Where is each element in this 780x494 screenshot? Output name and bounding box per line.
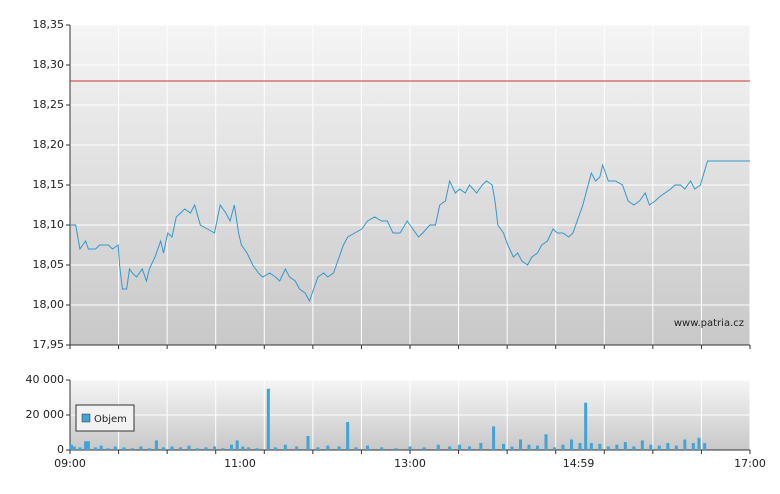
- price-line: [70, 160, 750, 303]
- volume-bar: [316, 447, 320, 450]
- volume-bar: [657, 445, 661, 450]
- x-tick-label: 13:00: [394, 457, 426, 470]
- volume-bar: [640, 440, 644, 450]
- y-tick-label: 18,00: [33, 298, 65, 311]
- volume-bar: [632, 446, 636, 450]
- volume-bar: [162, 447, 165, 450]
- volume-bar: [221, 448, 225, 450]
- volume-bar: [408, 446, 412, 450]
- volume-bar: [247, 447, 250, 450]
- volume-bar: [69, 444, 73, 450]
- volume-bar: [666, 443, 670, 450]
- x-tick-label: 09:00: [54, 457, 86, 470]
- volume-bar: [615, 444, 619, 450]
- volume-bar: [623, 442, 627, 450]
- x-tick-label: 14:59: [563, 457, 595, 470]
- volume-bar: [570, 439, 573, 450]
- volume-bar: [553, 447, 556, 450]
- volume-bar: [510, 446, 514, 450]
- volume-bar: [196, 448, 199, 450]
- volume-bar: [492, 426, 496, 450]
- volume-bar: [139, 446, 143, 450]
- volume-bar: [394, 448, 398, 450]
- volume-bar: [598, 443, 602, 450]
- volume-bar: [106, 448, 110, 450]
- y-tick-label: 18,05: [33, 258, 65, 271]
- volume-bar: [346, 422, 350, 450]
- volume-bar: [84, 441, 88, 450]
- volume-bar: [147, 448, 151, 450]
- volume-bar: [380, 447, 384, 450]
- volume-bar: [241, 446, 245, 450]
- volume-bar: [519, 439, 522, 450]
- legend-swatch: [81, 413, 91, 423]
- volume-bar: [295, 446, 299, 450]
- volume-bar: [479, 443, 483, 450]
- volume-bar: [544, 434, 548, 450]
- y-tick-label: 18,25: [33, 98, 65, 111]
- volume-bar: [436, 444, 440, 450]
- volume-bar: [99, 445, 103, 450]
- y-tick-label: 0: [57, 443, 64, 456]
- volume-bar: [458, 444, 462, 450]
- y-tick-label: 18,10: [33, 218, 65, 231]
- volume-bar: [170, 446, 174, 450]
- volume-bar: [306, 436, 310, 450]
- volume-bar: [204, 447, 208, 450]
- volume-bar: [122, 447, 126, 450]
- volume-bar: [78, 447, 82, 450]
- volume-bar: [154, 440, 158, 450]
- volume-bar: [86, 441, 90, 450]
- volume-bar: [72, 446, 76, 450]
- volume-bar: [502, 443, 505, 450]
- x-tick-label: 11:00: [224, 457, 256, 470]
- y-tick-label: 40 000: [26, 373, 65, 386]
- volume-bar: [589, 443, 593, 450]
- volume-bar: [584, 402, 588, 450]
- y-tick-label: 18,35: [33, 18, 65, 31]
- volume-bar: [130, 448, 134, 450]
- volume-bar: [448, 446, 452, 450]
- volume-bar: [337, 446, 341, 450]
- watermark: www.patria.cz: [674, 318, 744, 329]
- volume-bar: [683, 439, 687, 450]
- volume-bar: [578, 443, 582, 450]
- volume-bar: [649, 444, 653, 450]
- volume-bar: [213, 446, 216, 450]
- volume-bar: [187, 445, 191, 450]
- y-tick-label: 17,95: [33, 338, 65, 351]
- volume-bar: [674, 445, 678, 450]
- volume-bar: [366, 445, 369, 450]
- volume-bar: [606, 446, 610, 450]
- volume-bar: [266, 388, 270, 450]
- y-tick-label: 20 000: [26, 408, 65, 421]
- volume-bar: [255, 448, 259, 450]
- y-tick-label: 18,30: [33, 58, 65, 71]
- volume-bar: [230, 444, 233, 450]
- volume-bar: [536, 445, 539, 450]
- volume-bar: [697, 437, 701, 450]
- volume-bar: [468, 446, 471, 450]
- volume-bar: [94, 447, 97, 450]
- volume-bar: [561, 444, 565, 450]
- volume-bar: [179, 447, 182, 450]
- volume-bar: [527, 444, 531, 450]
- y-tick-label: 18,15: [33, 178, 65, 191]
- x-tick-label: 17:00: [734, 457, 766, 470]
- volume-bar: [422, 447, 426, 450]
- volume-bar: [283, 444, 287, 450]
- volume-bar: [235, 440, 239, 450]
- volume-bar: [354, 447, 358, 450]
- volume-bar: [113, 446, 117, 450]
- legend-label: Objem: [94, 414, 127, 425]
- volume-bar: [703, 443, 707, 450]
- volume-bar: [326, 445, 330, 450]
- volume-bar: [691, 443, 695, 450]
- y-tick-label: 18,20: [33, 138, 65, 151]
- volume-bar: [273, 447, 277, 450]
